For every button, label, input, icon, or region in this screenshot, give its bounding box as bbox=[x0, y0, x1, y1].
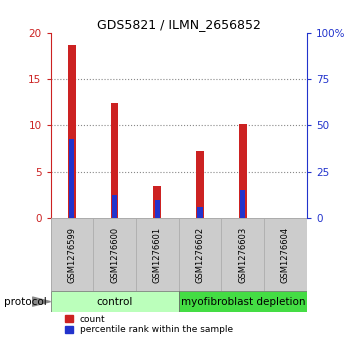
Text: GSM1276601: GSM1276601 bbox=[153, 227, 162, 283]
Text: GSM1276604: GSM1276604 bbox=[281, 227, 290, 283]
Bar bbox=[196, 151, 204, 218]
Text: control: control bbox=[96, 297, 133, 307]
Bar bbox=[112, 195, 117, 218]
Legend: count, percentile rank within the sample: count, percentile rank within the sample bbox=[65, 315, 233, 334]
Bar bbox=[240, 190, 245, 218]
FancyBboxPatch shape bbox=[51, 218, 93, 291]
Polygon shape bbox=[32, 297, 51, 306]
Bar bbox=[111, 103, 118, 218]
Title: GDS5821 / ILMN_2656852: GDS5821 / ILMN_2656852 bbox=[97, 19, 261, 32]
FancyBboxPatch shape bbox=[179, 218, 221, 291]
Text: GSM1276603: GSM1276603 bbox=[238, 227, 247, 283]
FancyBboxPatch shape bbox=[179, 291, 307, 312]
Bar bbox=[153, 186, 161, 218]
Bar bbox=[69, 139, 74, 218]
Bar bbox=[197, 207, 203, 218]
Bar bbox=[155, 200, 160, 218]
Text: GSM1276599: GSM1276599 bbox=[68, 227, 77, 283]
Text: GSM1276600: GSM1276600 bbox=[110, 227, 119, 283]
Bar bbox=[68, 45, 76, 218]
Text: GSM1276602: GSM1276602 bbox=[196, 227, 205, 283]
Text: myofibroblast depletion: myofibroblast depletion bbox=[180, 297, 305, 307]
Text: protocol: protocol bbox=[4, 297, 46, 307]
FancyBboxPatch shape bbox=[93, 218, 136, 291]
FancyBboxPatch shape bbox=[264, 218, 307, 291]
FancyBboxPatch shape bbox=[136, 218, 179, 291]
FancyBboxPatch shape bbox=[221, 218, 264, 291]
FancyBboxPatch shape bbox=[51, 291, 179, 312]
Bar bbox=[239, 125, 247, 218]
